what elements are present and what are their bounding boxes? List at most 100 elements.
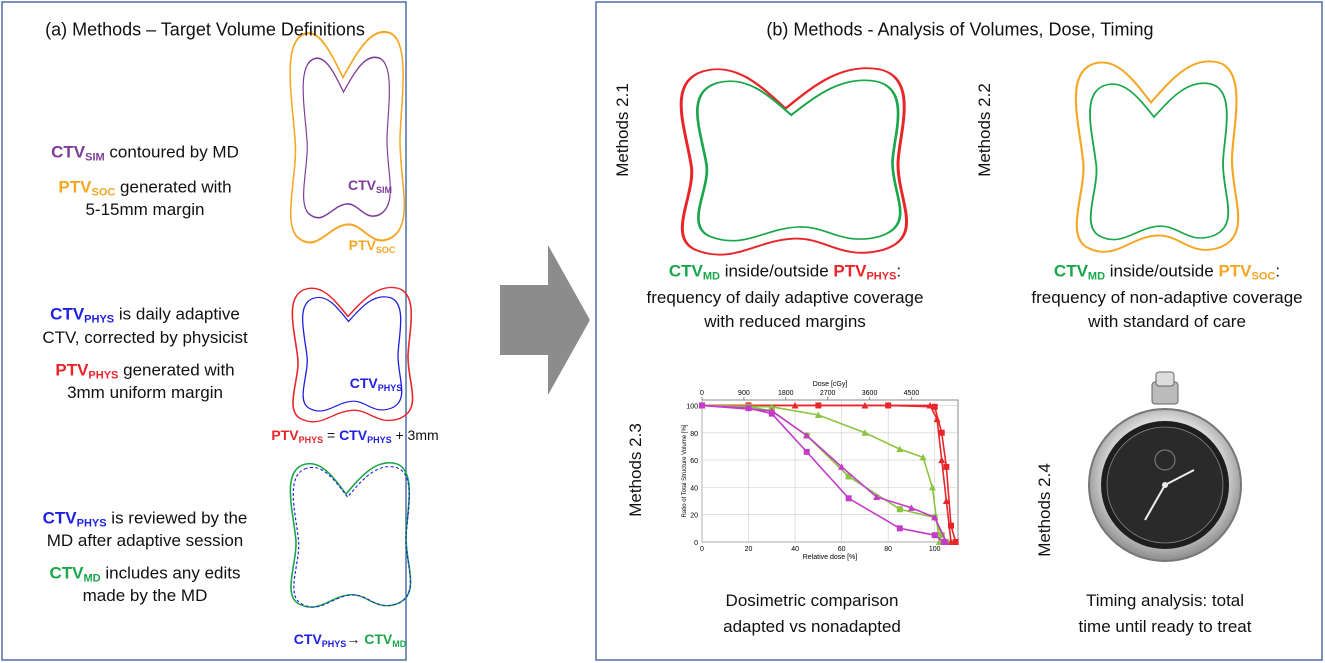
text-segment: : — [1275, 261, 1281, 281]
text-segment: is daily adaptive — [114, 304, 240, 324]
marker — [919, 453, 927, 461]
text-segment: time until ready to treat — [1078, 617, 1252, 636]
marker — [931, 532, 938, 539]
marker — [896, 525, 903, 532]
text-segment: CTV, corrected by physicist — [42, 328, 248, 347]
contour-label: CTVPHYS — [350, 375, 403, 393]
text-segment: adapted vs nonadapted — [723, 617, 901, 636]
arrow — [500, 245, 590, 395]
caption-line: with standard of care — [1088, 312, 1246, 332]
text-segment: is reviewed by the — [106, 508, 248, 528]
marker — [845, 495, 852, 502]
marker — [938, 456, 946, 464]
method-label: Methods 2.4 — [1035, 463, 1054, 557]
ctv-phys-contour — [301, 296, 403, 412]
marker — [938, 532, 945, 539]
caption-line: time until ready to treat — [1079, 617, 1252, 637]
method-label: Methods 2.2 — [975, 83, 994, 177]
y-tick-label: 100 — [686, 403, 698, 410]
y-tick-label: 20 — [690, 513, 698, 520]
text-segment: CTV — [1053, 261, 1088, 281]
text-segment: 3mm uniform margin — [67, 383, 223, 402]
text-segment: PTV — [271, 427, 299, 443]
subscript: SOC — [91, 186, 116, 199]
text-segment: frequency of daily adaptive coverage — [646, 288, 924, 307]
text-segment: with reduced margins — [704, 312, 866, 331]
text-segment: CTV — [339, 427, 368, 443]
text-segment: includes any edits — [100, 563, 241, 583]
text-segment: made by the MD — [82, 586, 208, 605]
marker — [861, 429, 869, 436]
marker — [928, 483, 936, 491]
dvh-curve — [702, 404, 952, 543]
ctv-md-contour — [1089, 82, 1230, 241]
subscript: PHYS — [321, 639, 347, 649]
text-line: 5-15mm margin — [85, 200, 204, 220]
text-segment: → — [346, 631, 365, 647]
marker — [745, 405, 752, 412]
text-segment: PTV — [348, 237, 376, 253]
x-tick-label: 0 — [700, 546, 704, 553]
method-label: Methods 2.3 — [626, 423, 645, 517]
panel-a-border — [1, 1, 407, 661]
top-tick-label: 900 — [738, 390, 750, 397]
y-tick-label: 60 — [690, 458, 698, 465]
text-segment: CTV — [349, 375, 378, 391]
marker — [933, 415, 941, 423]
text-line: CTVPHYS is reviewed by the — [43, 509, 248, 530]
top-tick-label: 1800 — [778, 390, 794, 397]
text-line: CTVPHYS is daily adaptive — [50, 305, 240, 326]
marker — [861, 401, 869, 409]
text-line: PTVPHYS generated with — [55, 361, 234, 382]
marker — [907, 504, 915, 511]
method-label: Methods 2.1 — [613, 83, 632, 177]
subscript: PHYS — [367, 435, 392, 445]
x-tick-label: 20 — [745, 546, 753, 553]
text-segment: contoured by MD — [104, 142, 239, 162]
marker — [768, 403, 776, 410]
marker — [814, 411, 822, 419]
x-tick-label: 80 — [884, 546, 892, 553]
marker — [896, 445, 904, 453]
subscript: PHYS — [298, 435, 324, 445]
ptv-soc-contour — [1074, 60, 1240, 253]
text-segment: inside/outside — [719, 261, 834, 281]
text-segment: + 3mm — [391, 427, 439, 443]
dvh-curve — [701, 404, 941, 543]
text-segment: CTV — [49, 563, 84, 583]
text-segment: PTV — [55, 360, 89, 380]
marker — [698, 401, 706, 409]
marker — [931, 403, 938, 410]
marker — [896, 506, 903, 513]
subscript: PHYS — [377, 383, 403, 393]
top-tick-label: 2700 — [820, 390, 836, 397]
marker — [791, 401, 799, 409]
caption-line: CTVMD inside/outside PTVPHYS: — [669, 262, 901, 283]
marker — [942, 538, 950, 545]
panel-b-title: (b) Methods - Analysis of Volumes, Dose,… — [766, 19, 1154, 40]
top-tick-label: 3600 — [862, 390, 878, 397]
contour-label: PTVSOC — [349, 237, 396, 255]
formula: PTVPHYS = CTVPHYS + 3mm — [271, 427, 438, 445]
caption-line: Timing analysis: total — [1086, 591, 1244, 611]
text-segment: = — [323, 427, 340, 443]
caption-line: CTVMD inside/outside PTVSOC: — [1054, 262, 1280, 283]
text-segment: generated with — [118, 360, 235, 380]
caption-line: with reduced margins — [704, 312, 866, 332]
marker — [803, 432, 811, 439]
ctv-md-contour — [289, 461, 412, 608]
x-axis-title: Relative dose [%] — [803, 554, 858, 561]
subscript: SIM — [85, 151, 105, 164]
marker — [938, 429, 945, 436]
text-segment: PTV — [1218, 261, 1252, 281]
text-segment: MD after adaptive session — [46, 531, 244, 550]
contour-label: CTVSIM — [348, 177, 392, 195]
x-tick-label: 40 — [791, 546, 799, 553]
marker — [838, 463, 846, 470]
subscript: PHYS — [88, 369, 119, 382]
caption-line: frequency of daily adaptive coverage — [647, 288, 924, 308]
y-tick-label: 40 — [690, 485, 698, 492]
y-axis-title: Ratio of Total Structure Volume [%] — [682, 424, 688, 517]
